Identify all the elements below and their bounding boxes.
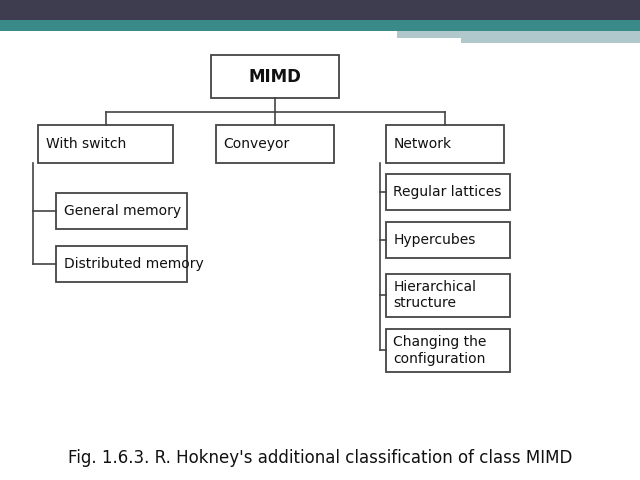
FancyBboxPatch shape xyxy=(385,222,510,258)
Text: Distributed memory: Distributed memory xyxy=(64,257,204,271)
FancyBboxPatch shape xyxy=(397,31,640,38)
FancyBboxPatch shape xyxy=(0,20,397,31)
Text: General memory: General memory xyxy=(64,204,181,218)
FancyBboxPatch shape xyxy=(56,246,187,282)
FancyBboxPatch shape xyxy=(0,0,640,20)
Text: Hypercubes: Hypercubes xyxy=(393,233,476,247)
FancyBboxPatch shape xyxy=(385,174,510,210)
Text: Network: Network xyxy=(393,137,451,151)
FancyBboxPatch shape xyxy=(211,55,339,98)
FancyBboxPatch shape xyxy=(397,20,640,31)
Text: Fig. 1.6.3. R. Hokney's additional classification of class MIMD: Fig. 1.6.3. R. Hokney's additional class… xyxy=(68,449,572,468)
Text: Hierarchical
structure: Hierarchical structure xyxy=(393,280,476,310)
FancyBboxPatch shape xyxy=(385,274,510,317)
FancyBboxPatch shape xyxy=(56,193,187,229)
Text: Regular lattices: Regular lattices xyxy=(393,185,502,199)
FancyBboxPatch shape xyxy=(38,125,173,163)
FancyBboxPatch shape xyxy=(216,125,334,163)
FancyBboxPatch shape xyxy=(461,38,640,43)
FancyBboxPatch shape xyxy=(385,125,504,163)
Text: Conveyor: Conveyor xyxy=(224,137,290,151)
Text: Changing the
configuration: Changing the configuration xyxy=(393,336,486,365)
FancyBboxPatch shape xyxy=(385,329,510,372)
Text: MIMD: MIMD xyxy=(249,68,301,86)
Text: With switch: With switch xyxy=(46,137,126,151)
